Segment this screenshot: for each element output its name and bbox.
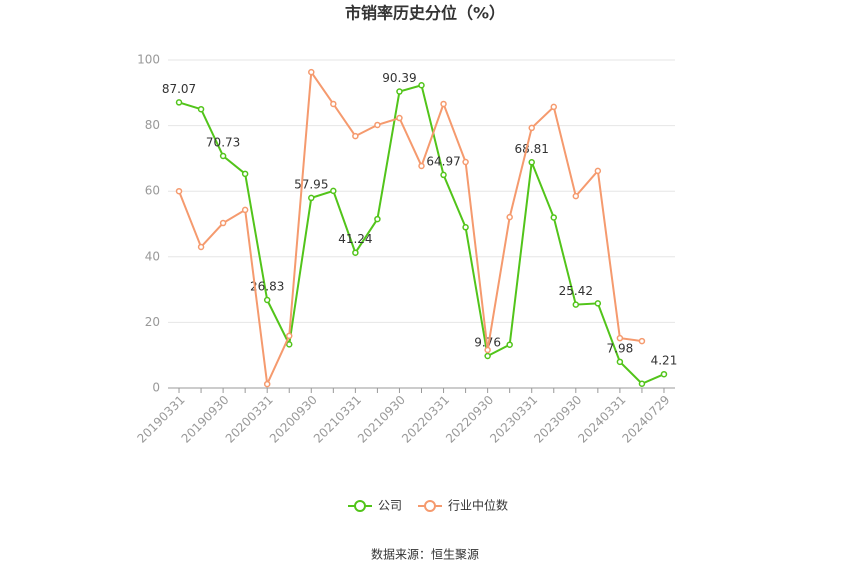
point [638,337,646,345]
point [506,341,513,348]
point [440,100,447,108]
point [352,249,359,256]
y-tick-label: 100 [137,53,160,67]
point [660,370,668,378]
chart-title: 市销率历史分位（%） [345,4,505,23]
data-label: 7.98 [607,341,634,355]
data-label: 41.24 [338,232,372,246]
point [418,162,425,170]
data-label: 68.81 [515,142,549,156]
series-line [178,84,665,385]
point [241,206,249,214]
point [550,214,558,221]
legend-marker[interactable] [424,500,436,512]
point [175,99,183,106]
point [440,171,447,179]
point [462,224,469,231]
point [484,346,491,354]
point [330,100,337,108]
point [219,219,227,227]
y-tick-label: 80 [145,118,160,132]
point [175,187,183,195]
point [374,215,381,223]
point [285,332,293,340]
point [528,159,535,166]
legend-label[interactable]: 公司 [378,499,402,513]
point [263,380,271,388]
point [197,105,205,113]
point [285,341,293,348]
legend-label[interactable]: 行业中位数 [448,498,508,513]
point [572,192,580,200]
point [528,124,535,132]
point [594,300,602,307]
x-tick-label: 20240729 [619,393,672,446]
point [484,352,491,360]
point [594,167,602,175]
data-label: 87.07 [162,82,196,96]
legend-marker[interactable] [354,500,366,512]
data-label: 25.42 [559,284,593,298]
data-label: 70.73 [206,136,240,150]
series-line [178,69,643,388]
point [418,82,425,89]
point [330,187,337,195]
point [550,103,558,111]
y-tick-label: 40 [145,249,160,263]
point [638,380,646,387]
source: 数据来源：恒生聚源 [371,547,479,562]
y-tick-label: 0 [152,381,160,395]
point [308,68,315,76]
point [396,88,403,95]
point [219,152,227,160]
point [616,358,624,366]
data-label: 90.39 [382,71,416,85]
point [352,132,359,140]
point [197,243,205,251]
point [374,121,381,129]
data-label: 26.83 [250,279,284,293]
point [506,213,513,221]
point [308,194,315,202]
y-tick-label: 60 [145,184,160,198]
y-tick-label: 20 [145,315,160,329]
point [616,334,624,342]
point [572,301,580,308]
data-label: 64.97 [426,154,460,168]
data-label: 4.21 [651,354,678,368]
data-label: 57.95 [294,177,328,191]
point [396,114,403,122]
point [462,158,469,166]
point [241,170,249,178]
point [263,296,271,304]
